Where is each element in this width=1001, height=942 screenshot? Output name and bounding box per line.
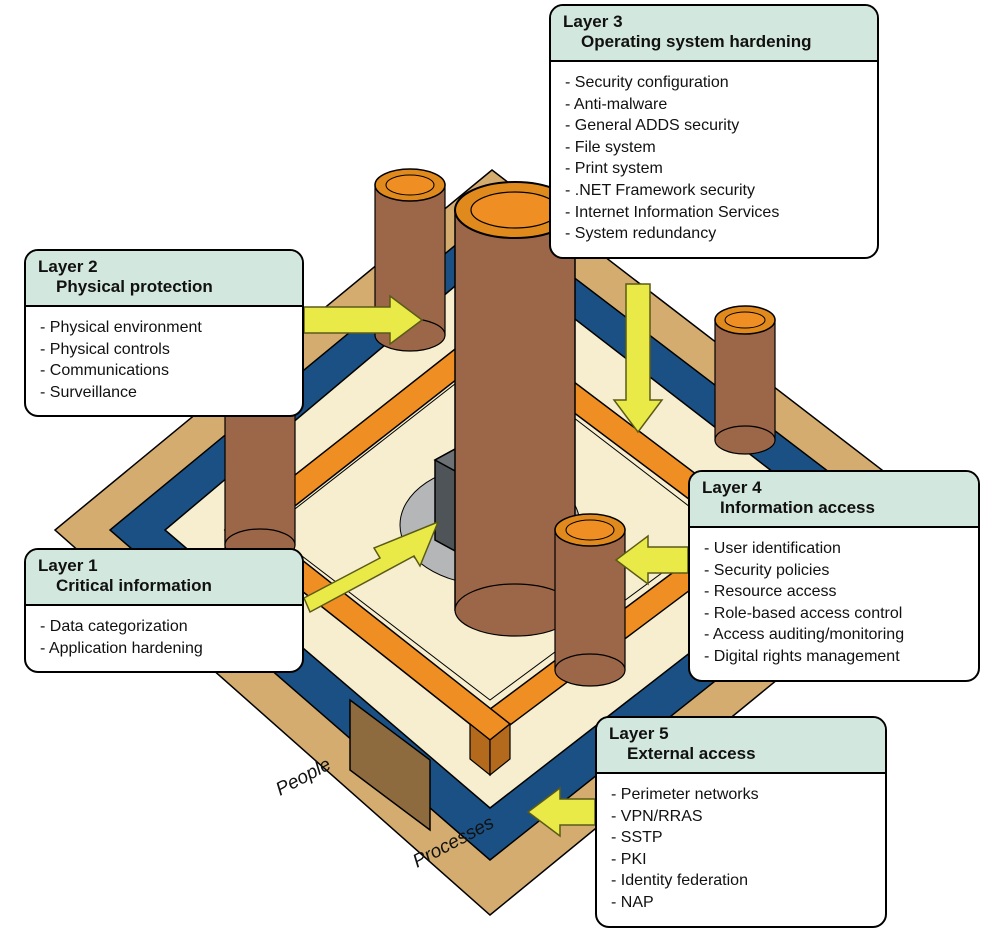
card-layer4: Layer 4 Information access User identifi…: [688, 470, 980, 682]
card-layer4-header: Layer 4 Information access: [690, 472, 978, 528]
item: PKI: [611, 849, 871, 871]
item: Application hardening: [40, 638, 288, 660]
card-layer2: Layer 2 Physical protection Physical env…: [24, 249, 304, 417]
card-layer2-subtitle: Physical protection: [38, 277, 290, 297]
item: System redundancy: [565, 223, 863, 245]
card-layer3-title: Layer 3: [563, 12, 865, 32]
item: Access auditing/monitoring: [704, 624, 964, 646]
card-layer2-title: Layer 2: [38, 257, 290, 277]
item: Role-based access control: [704, 603, 964, 625]
card-layer5-subtitle: External access: [609, 744, 873, 764]
card-layer5-body: Perimeter networks VPN/RRAS SSTP PKI Ide…: [597, 774, 885, 926]
card-layer2-header: Layer 2 Physical protection: [26, 251, 302, 307]
card-layer4-body: User identification Security policies Re…: [690, 528, 978, 680]
item: Security configuration: [565, 72, 863, 94]
item: Security policies: [704, 560, 964, 582]
item: User identification: [704, 538, 964, 560]
tower-right: [715, 306, 775, 454]
tower-front: [555, 514, 625, 686]
card-layer1-subtitle: Critical information: [38, 576, 290, 596]
card-layer2-body: Physical environment Physical controls C…: [26, 307, 302, 415]
item: File system: [565, 137, 863, 159]
card-layer1-body: Data categorization Application hardenin…: [26, 606, 302, 671]
card-layer5: Layer 5 External access Perimeter networ…: [595, 716, 887, 928]
item: Print system: [565, 158, 863, 180]
item: VPN/RRAS: [611, 806, 871, 828]
item: Communications: [40, 360, 288, 382]
label-people: People: [272, 754, 334, 800]
card-layer5-header: Layer 5 External access: [597, 718, 885, 774]
card-layer1: Layer 1 Critical information Data catego…: [24, 548, 304, 673]
item: Surveillance: [40, 382, 288, 404]
item: Physical environment: [40, 317, 288, 339]
item: Internet Information Services: [565, 202, 863, 224]
diagram-root: { "canvas": { "width": 1001, "height": 9…: [0, 0, 1001, 942]
item: SSTP: [611, 827, 871, 849]
card-layer3: Layer 3 Operating system hardening Secur…: [549, 4, 879, 259]
card-layer5-title: Layer 5: [609, 724, 873, 744]
card-layer4-title: Layer 4: [702, 478, 966, 498]
item: Anti-malware: [565, 94, 863, 116]
item: Resource access: [704, 581, 964, 603]
card-layer4-subtitle: Information access: [702, 498, 966, 518]
item: Identity federation: [611, 870, 871, 892]
item: General ADDS security: [565, 115, 863, 137]
item: Data categorization: [40, 616, 288, 638]
card-layer3-body: Security configuration Anti-malware Gene…: [551, 62, 877, 257]
item: NAP: [611, 892, 871, 914]
item: Digital rights management: [704, 646, 964, 668]
card-layer3-subtitle: Operating system hardening: [563, 32, 865, 52]
card-layer1-title: Layer 1: [38, 556, 290, 576]
item: .NET Framework security: [565, 180, 863, 202]
item: Physical controls: [40, 339, 288, 361]
item: Perimeter networks: [611, 784, 871, 806]
card-layer3-header: Layer 3 Operating system hardening: [551, 6, 877, 62]
card-layer1-header: Layer 1 Critical information: [26, 550, 302, 606]
